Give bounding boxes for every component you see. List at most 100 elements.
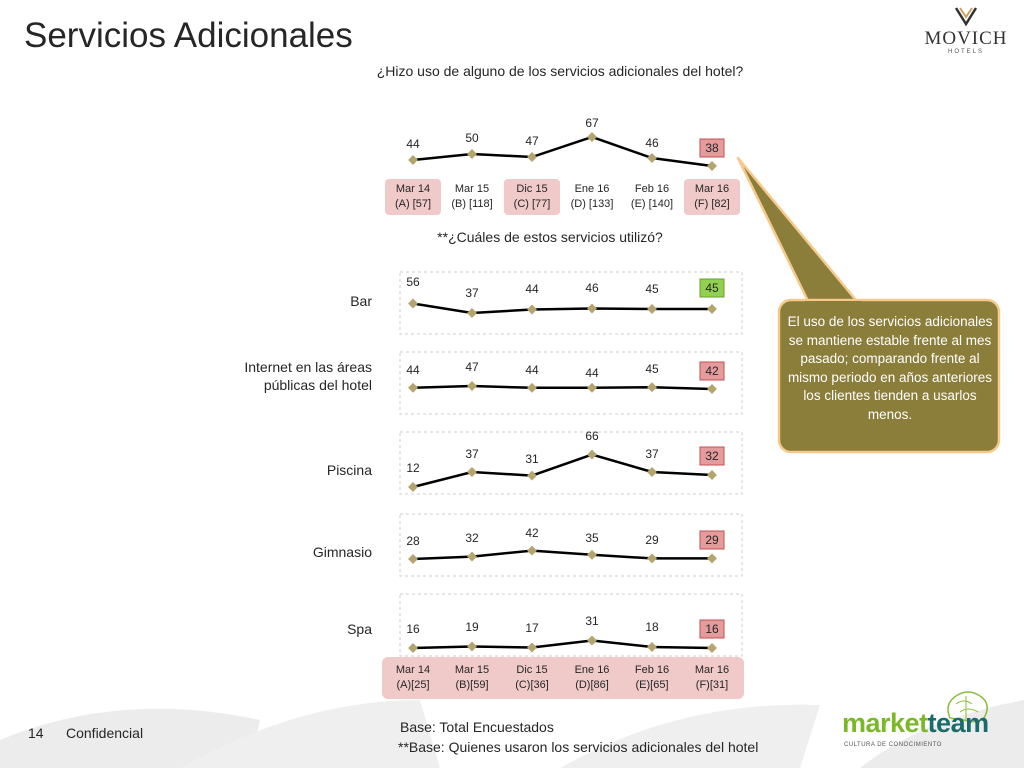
chart-internet-point [467, 381, 477, 391]
chart-gimnasio-value-label: 29 [645, 533, 659, 547]
chart-spa-value-label: 18 [645, 620, 659, 634]
page-title: Servicios Adicionales [24, 16, 353, 55]
marketteam-tagline: CULTURA DE CONOCIMIENTO [844, 742, 942, 748]
chart-bar-point [587, 303, 597, 314]
chart-spa-value-label: 19 [465, 620, 479, 634]
bottom-axis-label: Dic 15 (C)[36] [515, 664, 549, 691]
top-axis-label: Mar 15 (B) [118] [451, 183, 493, 210]
top-axis-label: Ene 16 (D) [133] [570, 183, 614, 210]
row-label-bar: Bar [350, 293, 372, 309]
top-chart-value-label: 47 [525, 134, 539, 148]
bottom-axis-label: Mar 14 (A)[25] [395, 664, 431, 691]
chart-spa-frame [399, 593, 743, 657]
chart-piscina-value-label: 66 [585, 429, 599, 443]
chart-internet-value-label: 44 [525, 363, 539, 377]
top-chart-point [587, 132, 597, 142]
top-chart-highlight-box [699, 138, 725, 158]
movich-logo-mark [954, 7, 978, 27]
chart-spa-value-label: 17 [525, 621, 539, 635]
top-chart-point [408, 155, 418, 165]
chart-spa-value-label: 31 [585, 614, 599, 628]
chart-bar-value-label: 46 [585, 281, 599, 295]
chart-bar-point [408, 298, 418, 309]
chart-piscina-value-label: 31 [525, 452, 539, 466]
chart-bar-value-label: 45 [645, 282, 659, 296]
base-note-1: Base: Total Encuestados [400, 719, 554, 735]
chart-spa-point [587, 635, 597, 646]
top-chart-point [647, 153, 657, 163]
top-axis-label: Dic 15 (C) [77] [504, 179, 560, 215]
row-label-internet-line2: públicas del hotel [263, 377, 372, 393]
page-number: 14 [28, 725, 44, 741]
chart-internet-value-label: 47 [465, 360, 479, 374]
question-sub: **¿Cuáles de estos servicios utilizó? [437, 229, 663, 245]
chart-internet-point [707, 384, 717, 394]
chart-gimnasio-frame [399, 513, 743, 577]
top-axis-label: Feb 16 (E) [140] [630, 183, 674, 210]
marketteam-word-1: market [842, 708, 928, 738]
chart-gimnasio-point [527, 545, 537, 556]
chart-bar-frame [399, 271, 743, 335]
marketteam-word-2: team [927, 708, 990, 738]
row-label-internet: Internet en las áreas públicas del hotel [172, 358, 372, 394]
chart-piscina-frame [399, 431, 743, 495]
chart-gimnasio-value-label: 32 [465, 531, 479, 545]
chart-gimnasio-point [587, 549, 597, 560]
question-main: ¿Hizo uso de alguno de los servicios adi… [376, 63, 744, 79]
chart-gimnasio-point [707, 553, 717, 564]
chart-gimnasio-point [408, 554, 418, 564]
top-chart-value-label: 46 [645, 136, 659, 150]
chart-piscina-highlight-box [699, 446, 725, 466]
top-chart-point [467, 149, 477, 159]
callout-box [777, 298, 1001, 454]
bottom-axis-label: Feb 16 (E)[65] [634, 664, 670, 691]
chart-piscina-point [587, 449, 597, 460]
chart-internet-point [408, 382, 418, 393]
bottom-axis-label: Mar 16 (F)[31] [694, 664, 730, 691]
chart-gimnasio-value-label: 28 [406, 534, 420, 548]
chart-piscina-point [707, 470, 717, 480]
chart-piscina-point [408, 482, 418, 492]
chart-internet-point [647, 382, 657, 393]
chart-piscina-value-label: 37 [465, 447, 479, 461]
chart-spa-point [707, 643, 717, 653]
chart-bar-highlight-box [699, 278, 725, 298]
chart-piscina-value-label: 32 [705, 449, 719, 463]
bottom-axis-band [382, 657, 744, 699]
chart-internet-point [587, 382, 597, 393]
top-chart-line [412, 135, 713, 168]
chart-bar-value-label: 45 [705, 281, 719, 295]
top-axis-label: Mar 14 (A) [57] [385, 179, 441, 215]
chart-internet-value-label: 44 [585, 366, 599, 380]
row-label-spa: Spa [347, 621, 372, 637]
top-chart-value-label: 67 [585, 116, 599, 130]
row-label-internet-line1: Internet en las áreas [244, 359, 372, 375]
chart-internet-frame [399, 351, 743, 415]
top-chart-value-label: 50 [465, 131, 479, 145]
chart-piscina-line [412, 453, 713, 489]
chart-bar-value-label: 37 [465, 286, 479, 300]
chart-spa-highlight-box [699, 619, 725, 639]
chart-internet-highlight-box [699, 361, 725, 381]
chart-gimnasio-value-label: 35 [585, 531, 599, 545]
chart-bar-value-label: 56 [406, 275, 420, 289]
chart-spa-value-label: 16 [406, 622, 420, 636]
chart-bar-line [412, 302, 712, 315]
chart-piscina-point [467, 467, 477, 477]
chart-gimnasio-line [412, 549, 712, 561]
chart-internet-line [412, 384, 713, 391]
chart-internet-value-label: 45 [645, 362, 659, 376]
chart-gimnasio-value-label: 29 [705, 533, 719, 547]
bottom-axis-label: Ene 16 (D)[86] [574, 664, 610, 691]
callout-text: El uso de los servicios adicionales se m… [787, 314, 993, 422]
chart-piscina-value-label: 37 [645, 447, 659, 461]
chart-gimnasio-point [467, 551, 477, 562]
movich-logo-sub: HOTELS [947, 49, 984, 55]
chart-internet-point [527, 382, 537, 393]
callout-pointer [736, 156, 862, 307]
chart-gimnasio-highlight-box [699, 530, 725, 550]
chart-piscina-value-label: 12 [406, 461, 420, 475]
chart-gimnasio-point [647, 553, 657, 564]
chart-bar-point [647, 304, 657, 314]
